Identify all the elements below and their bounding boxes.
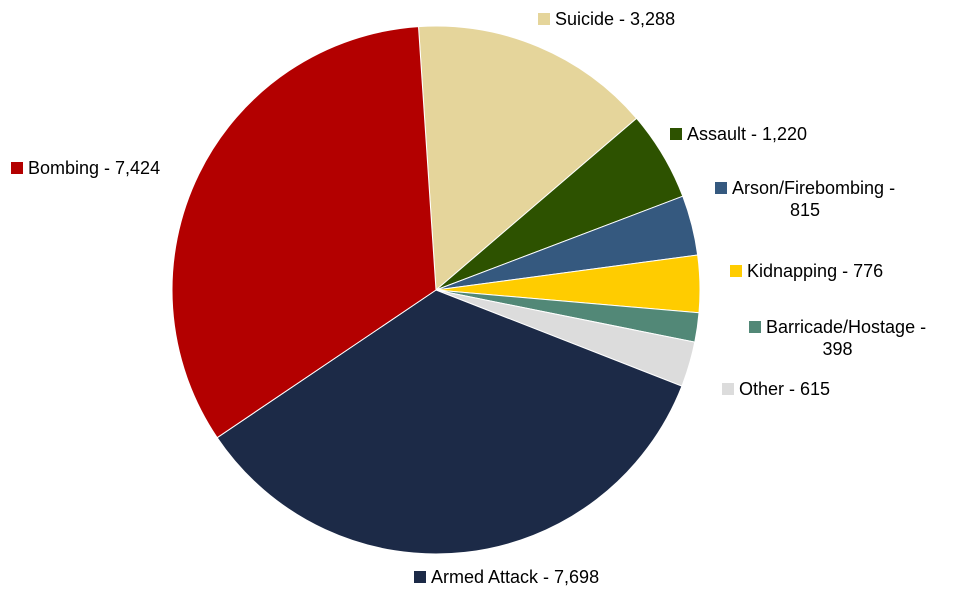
legend-swatch-arson (715, 182, 727, 194)
label-bombing-text: Bombing - 7,424 (28, 158, 161, 178)
label-suicide: Suicide - 3,288 (538, 8, 675, 30)
label-armed-attack: Armed Attack - 7,698 (414, 566, 599, 588)
label-other: Other - 615 (722, 378, 830, 400)
label-arson-text-line2: 815 (790, 200, 821, 220)
label-bombing: Bombing - 7,424 (11, 157, 160, 179)
label-suicide-text: Suicide - 3,288 (555, 9, 676, 29)
label-armed-attack-text: Armed Attack - 7,698 (431, 567, 600, 587)
legend-swatch-assault (670, 128, 682, 140)
legend-swatch-armed-attack (414, 571, 426, 583)
label-barricade: Barricade/Hostage - 398 (749, 316, 926, 360)
label-barricade-text-line2: 398 (822, 339, 853, 359)
label-kidnapping-text: Kidnapping - 776 (747, 261, 884, 281)
pie-slice-suicide (417, 25, 638, 292)
label-arson-text-line1: Arson/Firebombing - (732, 178, 896, 198)
label-kidnapping: Kidnapping - 776 (730, 260, 883, 282)
label-arson: Arson/Firebombing - 815 (715, 177, 895, 221)
legend-swatch-barricade (749, 321, 761, 333)
label-other-text: Other - 615 (739, 379, 831, 399)
legend-swatch-other (722, 383, 734, 395)
label-assault-text: Assault - 1,220 (687, 124, 808, 144)
pie-slice-bombing (171, 26, 437, 439)
label-barricade-text-line1: Barricade/Hostage - (766, 317, 927, 337)
pie-slice-armed-attack (216, 289, 683, 555)
legend-swatch-bombing (11, 162, 23, 174)
legend-swatch-suicide (538, 13, 550, 25)
label-assault: Assault - 1,220 (670, 123, 807, 145)
legend-swatch-kidnapping (730, 265, 742, 277)
